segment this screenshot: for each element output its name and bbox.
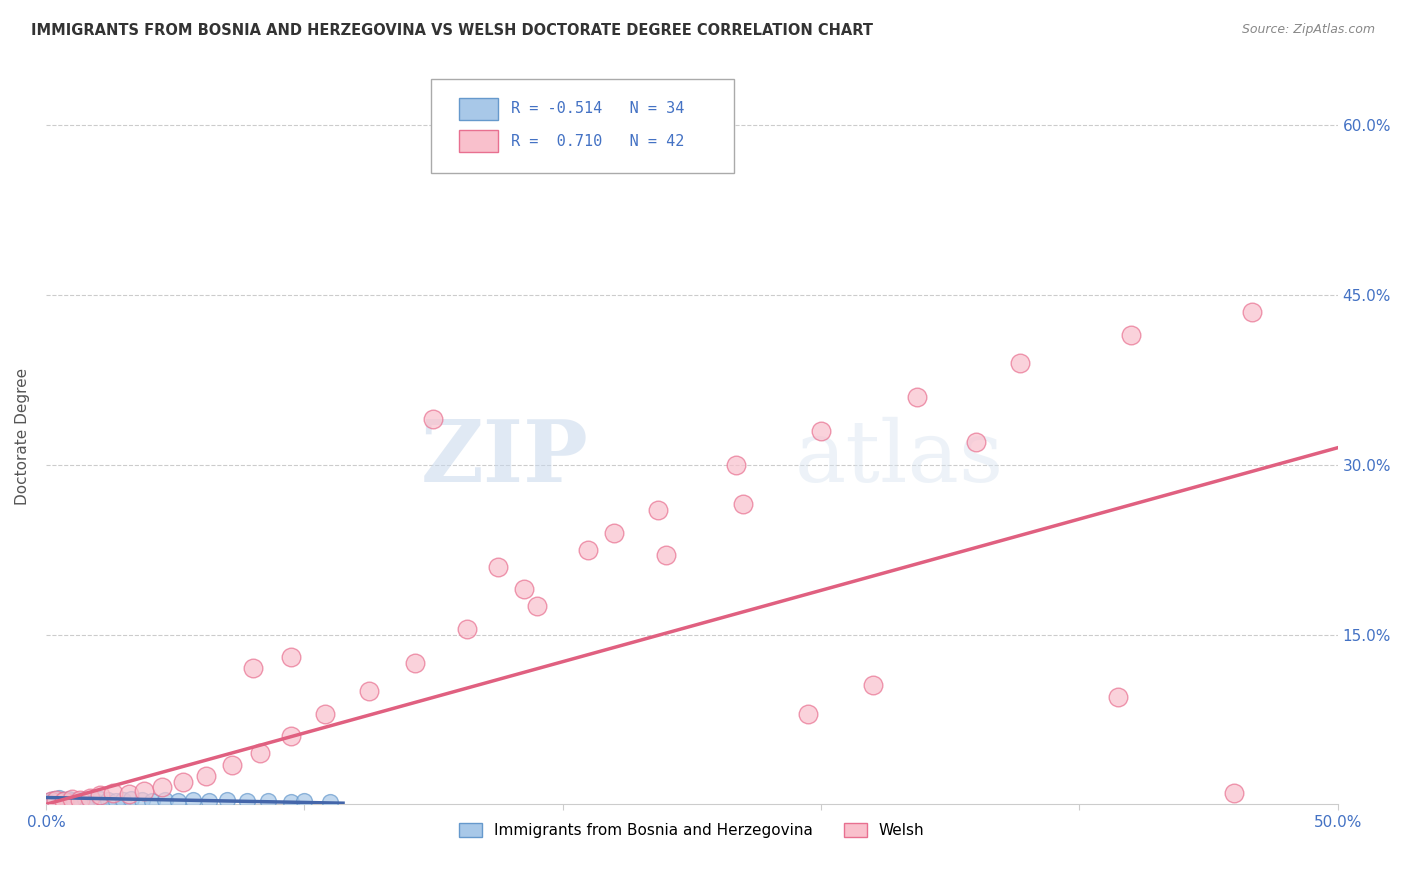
Point — [39, 794, 62, 808]
Point — [53, 794, 76, 808]
Point — [84, 794, 107, 808]
Point — [53, 793, 76, 807]
Point — [51, 794, 73, 808]
Point — [1008, 356, 1031, 370]
Point — [215, 793, 238, 807]
Point — [69, 793, 91, 807]
Point — [965, 435, 987, 450]
Point — [292, 794, 315, 808]
Point — [319, 795, 342, 809]
Point — [236, 794, 259, 808]
Point — [150, 780, 173, 795]
Point — [603, 525, 626, 540]
Point — [647, 503, 669, 517]
Point — [422, 412, 444, 426]
Point — [456, 622, 478, 636]
Point — [724, 458, 747, 472]
Point — [810, 424, 832, 438]
Point — [89, 789, 111, 803]
Point — [249, 747, 271, 761]
Point — [1107, 690, 1129, 704]
Point — [221, 757, 243, 772]
Point — [314, 706, 336, 721]
Point — [486, 559, 509, 574]
Point — [280, 795, 302, 809]
Point — [58, 791, 80, 805]
Point — [578, 542, 600, 557]
Point — [79, 793, 101, 807]
Point — [655, 549, 678, 563]
FancyBboxPatch shape — [460, 98, 498, 120]
Point — [39, 793, 62, 807]
Point — [197, 794, 219, 808]
FancyBboxPatch shape — [430, 78, 734, 173]
Point — [1241, 305, 1264, 319]
Point — [38, 794, 60, 808]
Point — [1119, 327, 1142, 342]
Point — [55, 794, 77, 808]
Point — [120, 791, 142, 805]
Point — [89, 791, 111, 805]
Point — [48, 793, 70, 807]
Point — [134, 783, 156, 797]
Text: atlas: atlas — [796, 417, 1004, 500]
Point — [172, 774, 194, 789]
Point — [42, 795, 65, 809]
Point — [117, 787, 139, 801]
Text: R =  0.710   N = 42: R = 0.710 N = 42 — [510, 134, 685, 149]
Point — [526, 599, 548, 614]
Point — [69, 793, 91, 807]
Legend: Immigrants from Bosnia and Herzegovina, Welsh: Immigrants from Bosnia and Herzegovina, … — [453, 817, 931, 845]
Point — [195, 769, 218, 783]
Point — [79, 790, 101, 805]
Point — [45, 794, 67, 808]
Text: IMMIGRANTS FROM BOSNIA AND HERZEGOVINA VS WELSH DOCTORATE DEGREE CORRELATION CHA: IMMIGRANTS FROM BOSNIA AND HERZEGOVINA V… — [31, 23, 873, 38]
Point — [48, 790, 70, 805]
Point — [63, 794, 86, 808]
Point — [60, 791, 83, 805]
Point — [166, 794, 188, 808]
Point — [42, 791, 65, 805]
Point — [404, 656, 426, 670]
Point — [357, 684, 380, 698]
Point — [97, 793, 120, 807]
FancyBboxPatch shape — [460, 130, 498, 153]
Point — [112, 793, 135, 807]
Text: R = -0.514   N = 34: R = -0.514 N = 34 — [510, 102, 685, 117]
Y-axis label: Doctorate Degree: Doctorate Degree — [15, 368, 30, 505]
Point — [280, 650, 302, 665]
Text: ZIP: ZIP — [420, 417, 589, 500]
Point — [280, 730, 302, 744]
Point — [153, 793, 176, 807]
Text: Source: ZipAtlas.com: Source: ZipAtlas.com — [1241, 23, 1375, 37]
Point — [131, 793, 153, 807]
Point — [101, 786, 124, 800]
Point — [45, 793, 67, 807]
Point — [73, 791, 96, 805]
Point — [242, 661, 264, 675]
Point — [141, 794, 163, 808]
Point — [257, 794, 280, 808]
Point — [513, 582, 536, 597]
Point — [181, 793, 204, 807]
Point — [1223, 786, 1246, 800]
Point — [797, 706, 820, 721]
Point — [862, 678, 884, 692]
Point — [905, 390, 928, 404]
Point — [60, 793, 83, 807]
Point — [733, 497, 755, 511]
Point — [104, 794, 127, 808]
